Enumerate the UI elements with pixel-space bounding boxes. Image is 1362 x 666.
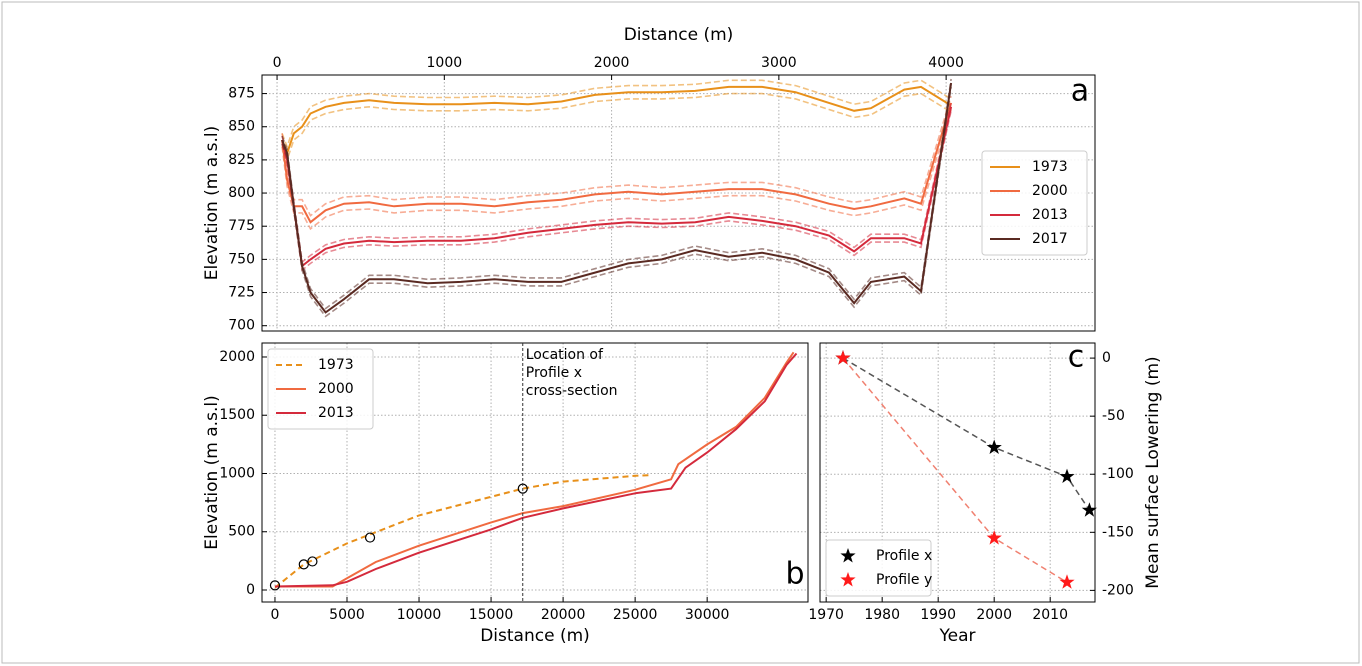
x-tick-label: 4000 [928,55,964,71]
x-axis-label: Distance (m) [624,25,734,45]
legend-label: 2000 [1032,183,1068,199]
y-axis-label: Elevation (m a.s.l) [202,126,222,280]
plot-area [281,78,953,318]
x-tick-label: 15000 [469,607,514,623]
series-line [275,351,795,588]
uncertainty-line [281,95,952,217]
annotation-text: Profile x [526,365,582,381]
axes-frame [819,342,1096,603]
x-tick-label: 2000 [594,55,630,71]
legend-box [981,150,1088,256]
y-tick-label: 0 [246,582,255,598]
x-tick-label: 1980 [864,607,900,623]
x-tick-label: 5000 [329,607,365,623]
x-axis-label: Year [939,626,976,646]
legend-label: 1973 [1032,159,1068,175]
x-tick-label: 20000 [541,607,586,623]
panel-label: b [785,557,804,592]
series-line [281,85,952,157]
x-tick-label: 0 [271,607,280,623]
x-tick-label: 1990 [920,607,956,623]
x-tick-label: 30000 [685,607,730,623]
y-tick-label: 1500 [219,407,255,423]
x-tick-label: 1000 [427,55,463,71]
axes-frame [261,74,1096,332]
y-tick-label: 725 [228,285,255,301]
series-line [281,82,953,314]
legend: 1973 2000 2013 [267,348,374,430]
point-marker [364,532,376,543]
annotation-text: Location of [526,347,604,363]
star-marker [1059,468,1075,483]
legend-box [267,348,374,430]
legend: Profile x Profile y [825,539,932,597]
annotation-text: cross-section [526,383,618,399]
legend-label: 2017 [1032,231,1068,247]
series-line [274,474,650,589]
y-tick-label: 775 [228,218,255,234]
point-marker [298,559,309,570]
legend-label: Profile x [876,548,932,564]
uncertainty-line [281,110,952,272]
point-marker [269,580,281,591]
y-axis-label: Mean surface Lowering (m) [1143,356,1163,588]
y-tick-label: 0 [1102,350,1111,366]
y-tick-label: 875 [228,86,255,102]
legend-marker [840,572,856,587]
series-line [842,357,1091,511]
legend-label: 1973 [318,357,354,373]
series-line [274,352,798,588]
axes-frame [261,342,809,603]
plot-area [269,351,798,591]
x-axis-label: Distance (m) [480,626,590,646]
y-tick-label: -150 [1102,524,1134,540]
star-marker [1059,574,1075,589]
x-tick-label: 25000 [613,607,658,623]
x-tick-label: 3000 [761,55,797,71]
x-tick-label: 10000 [397,607,442,623]
panel-label: a [1071,74,1089,109]
y-tick-label: -50 [1102,408,1125,424]
uncertainty-line [281,78,952,310]
uncertainty-line [281,102,952,264]
legend-label: 2000 [318,381,354,397]
uncertainty-line [281,79,952,149]
legend-label: 2013 [318,405,354,421]
legend-label: 2013 [1032,207,1068,223]
y-tick-label: 800 [228,185,255,201]
panel-label: c [1068,340,1085,375]
x-tick-label: 2010 [1032,607,1068,623]
y-axis-label: Elevation (m a.s.l) [202,395,222,549]
y-tick-label: 700 [228,318,255,334]
legend-label: Profile y [876,572,932,588]
star-marker [986,530,1002,545]
uncertainty-line [281,109,952,231]
x-tick-label: 1970 [808,607,844,623]
series-line [281,106,953,268]
series-line [281,102,953,224]
y-tick-label: -100 [1102,466,1134,482]
y-tick-label: 2000 [219,349,255,365]
y-tick-label: 1000 [219,465,255,481]
star-marker [986,439,1002,454]
uncertainty-line [281,86,952,318]
point-marker [307,556,318,567]
x-tick-label: 0 [273,55,282,71]
y-tick-label: -200 [1102,582,1134,598]
star-marker [835,350,851,365]
y-tick-label: 825 [228,152,255,168]
legend: 1973 2000 2013 2017 [981,150,1088,256]
star-marker [1081,502,1097,517]
legend-marker [840,548,856,563]
uncertainty-line [281,92,952,163]
y-tick-label: 500 [228,524,255,540]
y-tick-label: 750 [228,251,255,267]
x-tick-label: 2000 [976,607,1012,623]
y-tick-label: 850 [228,119,255,135]
